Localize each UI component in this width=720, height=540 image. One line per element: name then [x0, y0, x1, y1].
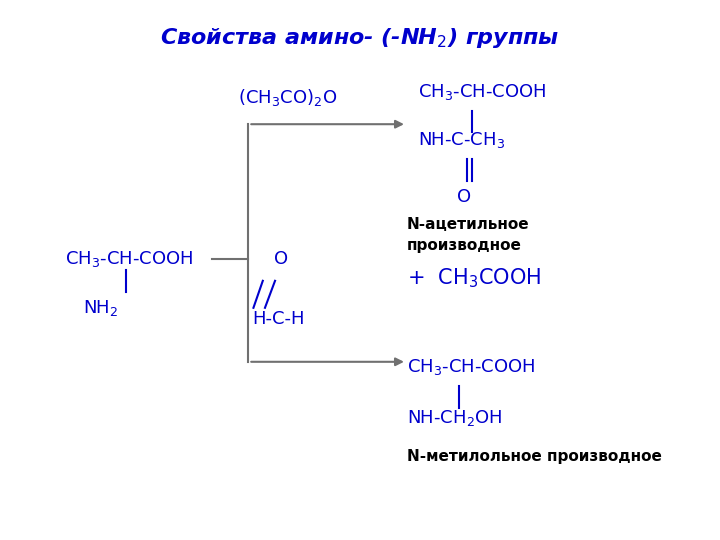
Text: O: O [457, 188, 472, 206]
Text: N-метилольное производное: N-метилольное производное [407, 449, 662, 464]
Text: NH-CH$_2$OH: NH-CH$_2$OH [407, 408, 503, 429]
Text: H-C-H: H-C-H [252, 309, 305, 328]
Text: Свойства амино- (-NH$_2$) группы: Свойства амино- (-NH$_2$) группы [161, 26, 559, 50]
Text: (CH$_3$CO)$_2$O: (CH$_3$CO)$_2$O [238, 87, 337, 107]
Text: CH$_3$-CH-COOH: CH$_3$-CH-COOH [65, 249, 193, 269]
Text: NH-C-CH$_3$: NH-C-CH$_3$ [418, 130, 505, 151]
Text: производное: производное [407, 238, 522, 253]
Text: +  CH$_3$COOH: + CH$_3$COOH [407, 266, 541, 290]
Text: CH$_3$-CH-COOH: CH$_3$-CH-COOH [418, 82, 546, 102]
Text: CH$_3$-CH-COOH: CH$_3$-CH-COOH [407, 357, 535, 377]
Text: N-ацетильное: N-ацетильное [407, 217, 529, 232]
Text: O: O [274, 250, 288, 268]
Text: NH$_2$: NH$_2$ [83, 298, 118, 318]
